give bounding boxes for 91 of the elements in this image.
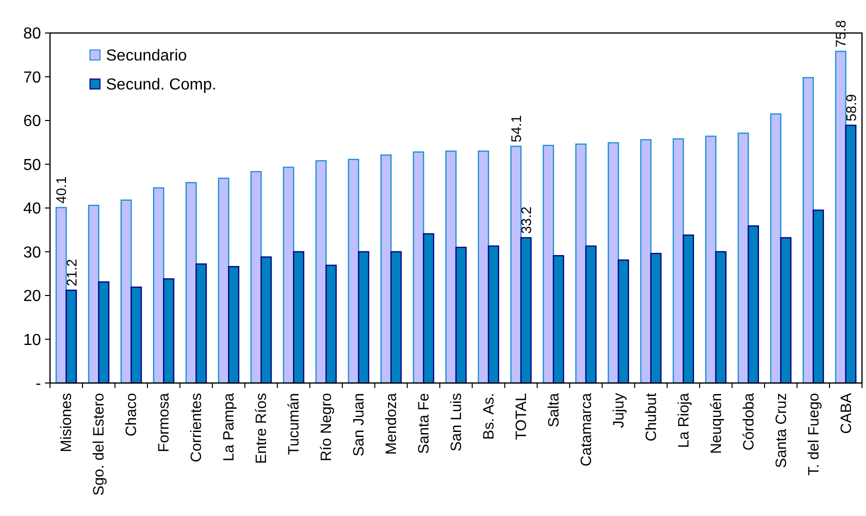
x-tick-label: La Pampa	[220, 392, 238, 462]
x-tick-label: TOTAL	[512, 393, 530, 440]
bar	[422, 233, 434, 384]
bar	[315, 160, 327, 384]
bar	[748, 225, 759, 384]
bar	[120, 200, 132, 384]
x-tick-label: Jujuy	[610, 392, 628, 428]
bar	[608, 142, 619, 384]
bar	[358, 251, 370, 384]
data-label: 33.2	[518, 206, 534, 234]
bar	[835, 50, 846, 384]
bar	[812, 210, 824, 384]
x-tick-label: Corrientes	[188, 393, 206, 462]
x-tick-label: Formosa	[156, 392, 173, 452]
y-tick-label: 50	[23, 156, 42, 174]
bar	[293, 251, 304, 384]
bar	[98, 281, 110, 384]
legend-label: Secund. Comp.	[106, 76, 216, 94]
bar	[542, 144, 554, 384]
x-tick-label: Córdoba	[740, 392, 758, 451]
y-tick-label: 40	[23, 200, 42, 218]
bar	[618, 259, 630, 384]
bar	[682, 234, 694, 384]
bar	[260, 256, 272, 384]
bar	[520, 237, 532, 384]
y-tick-label: 60	[23, 113, 42, 130]
bar	[66, 290, 77, 384]
data-label: 54.1	[508, 114, 524, 142]
x-tick-label: Chubut	[642, 392, 660, 442]
y-tick-label: 70	[23, 69, 42, 86]
x-tick-label: Chaco	[123, 393, 140, 436]
bar	[390, 251, 402, 384]
bar	[218, 178, 230, 384]
x-tick-label: Santa Cruz	[772, 393, 790, 468]
y-tick-label: 80	[23, 26, 42, 43]
bar	[325, 264, 337, 384]
data-label: 40.1	[53, 176, 70, 204]
bar	[575, 144, 587, 384]
legend-label: Secundario	[106, 48, 188, 65]
bar	[585, 245, 597, 384]
bar	[640, 139, 652, 384]
bar	[705, 136, 716, 384]
bar	[56, 206, 67, 384]
y-tick-label: 20	[23, 288, 42, 306]
bar	[845, 124, 856, 384]
x-tick-label: Bs. As.	[480, 393, 498, 440]
x-tick-label: Entre Ríos	[253, 393, 270, 464]
bar	[88, 204, 100, 384]
bar	[196, 263, 207, 384]
data-label: 21.2	[63, 258, 80, 286]
x-tick-label: CABA	[838, 393, 855, 434]
bar	[185, 182, 197, 384]
x-tick-label: Sgo. del Estero	[90, 393, 108, 496]
x-tick-label: Río Negro	[318, 393, 336, 462]
bar	[412, 151, 424, 384]
bar	[478, 150, 490, 384]
bar	[552, 255, 564, 384]
x-tick-label: Misiones	[58, 393, 76, 452]
bar	[130, 286, 142, 384]
bar	[770, 113, 782, 384]
bar	[715, 251, 727, 384]
y-tick-label: 30	[23, 244, 42, 262]
bar	[445, 150, 457, 384]
data-label: 58.9	[842, 94, 859, 122]
bar	[672, 138, 684, 384]
bar	[802, 77, 814, 384]
x-tick-label: T. del Fuego	[805, 393, 822, 476]
x-tick-label: Catamarca	[578, 392, 595, 466]
bar	[163, 278, 174, 384]
bar	[282, 166, 294, 384]
bar	[650, 252, 662, 384]
bar	[455, 246, 467, 384]
y-tick-label: -	[36, 376, 41, 393]
bar	[780, 237, 792, 384]
bar	[228, 266, 240, 384]
x-tick-label: Santa Fe	[416, 393, 433, 454]
x-tick-label: Tucumán	[286, 393, 303, 455]
x-tick-label: San Luis	[448, 393, 465, 452]
bar	[510, 146, 522, 384]
x-tick-label: San Juan	[350, 393, 368, 456]
bar	[488, 245, 500, 384]
y-tick-label: 10	[23, 332, 42, 349]
bar	[250, 171, 262, 384]
bar	[348, 158, 360, 384]
x-tick-label: La Rioja	[675, 392, 692, 448]
x-tick-label: Salta	[545, 392, 562, 428]
x-tick-label: Neuquén	[708, 393, 725, 454]
x-tick-label: Mendoza	[383, 392, 400, 455]
bar	[738, 132, 749, 384]
bar	[380, 154, 392, 384]
bar	[153, 187, 164, 384]
